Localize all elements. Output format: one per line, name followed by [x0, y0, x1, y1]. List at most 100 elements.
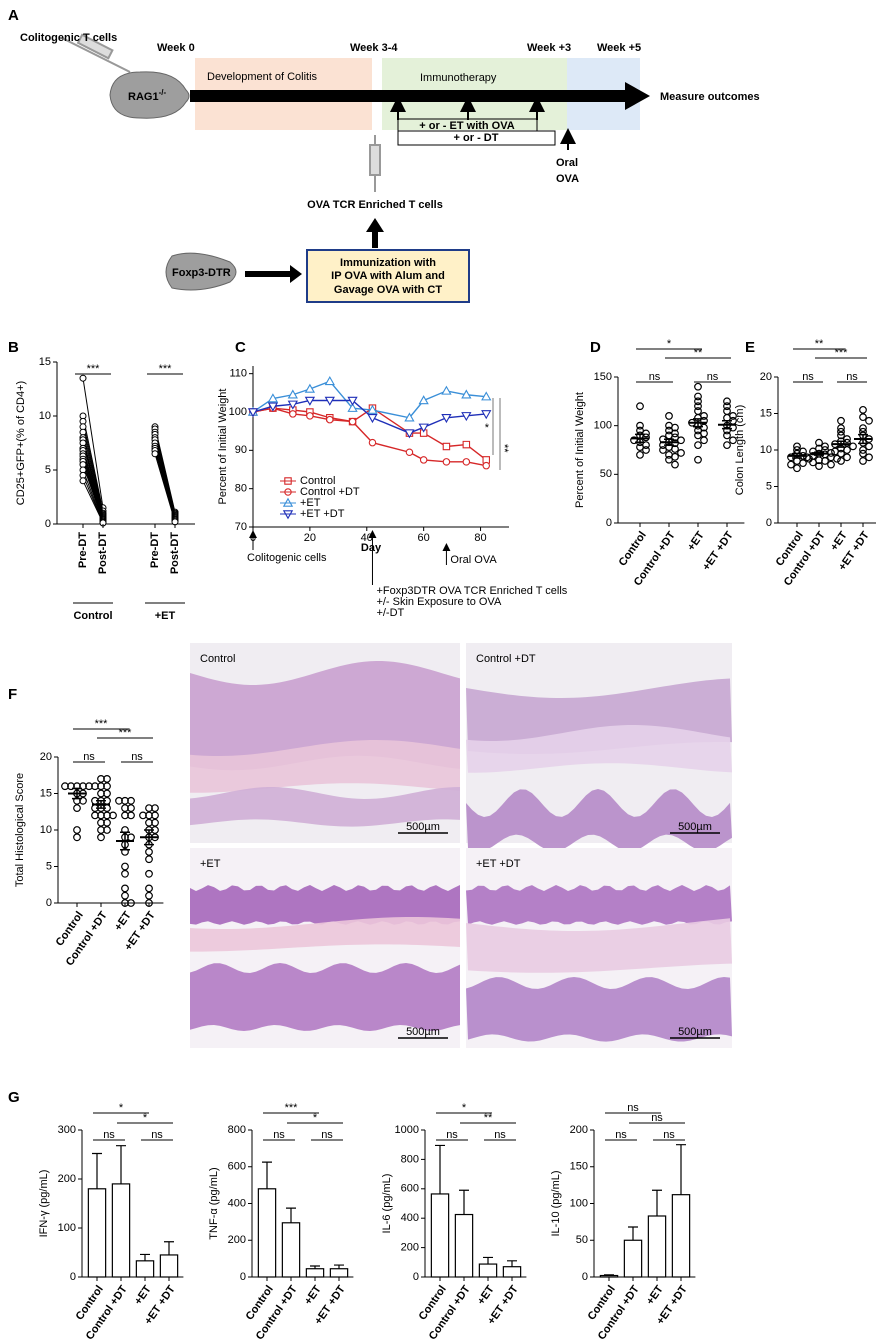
error-bar — [628, 1226, 638, 1241]
y-tick-label: 110 — [229, 368, 247, 380]
micrograph: +ET 500µm — [190, 848, 460, 1048]
marker — [462, 458, 471, 466]
y-axis-label: Percent of Initial Weight — [217, 389, 229, 505]
host-name: RAG1 — [128, 91, 159, 103]
data-point — [636, 450, 644, 459]
marker — [461, 389, 472, 399]
significance-label: *** — [285, 1102, 299, 1114]
annotation-text: +/- Skin Exposure to OVA — [376, 596, 501, 608]
rag-mouse — [109, 71, 190, 119]
marker — [367, 404, 378, 414]
significance-label: ns — [131, 751, 143, 763]
host-genotype: -/- — [159, 88, 167, 97]
marker — [442, 442, 451, 451]
micrograph-label: +ET — [200, 858, 221, 870]
immunization-box — [306, 249, 470, 303]
host-label: RAG1-/- — [128, 88, 166, 103]
marker — [326, 415, 334, 424]
therapy-arrows — [390, 96, 576, 150]
error-bar — [334, 1264, 344, 1269]
y-tick-label: 70 — [235, 521, 247, 533]
significance-label: ns — [446, 1129, 458, 1141]
marker — [404, 412, 415, 422]
data-point — [809, 458, 817, 467]
error-bar — [483, 1256, 493, 1265]
week-label: Week +5 — [597, 42, 641, 54]
significance-label: ns — [802, 371, 814, 383]
data-point — [837, 431, 845, 440]
marker — [441, 414, 452, 424]
marker — [405, 448, 414, 456]
x-axis-label: Day — [361, 542, 382, 554]
sem-bar — [96, 800, 106, 809]
data-point — [859, 413, 867, 422]
data-point — [793, 442, 801, 451]
x-tick-label: Post-DT — [169, 532, 181, 574]
y-tick-label: 10 — [40, 824, 52, 836]
data-point — [151, 818, 159, 827]
data-point — [837, 416, 845, 425]
y-tick-label: 10 — [760, 444, 772, 456]
annotation-text: Colitogenic cells — [247, 552, 327, 564]
data-point — [865, 453, 873, 462]
data-point — [843, 453, 851, 462]
data-point — [694, 407, 702, 415]
data-point — [859, 449, 867, 458]
enriched-label: OVA TCR Enriched T cells — [307, 199, 443, 211]
bar — [623, 1239, 643, 1278]
tissue-layer — [466, 725, 732, 773]
panel-label: E — [745, 339, 755, 356]
data-point — [837, 449, 845, 458]
y-tick-label: 400 — [228, 1197, 246, 1209]
y-tick-label: 20 — [40, 751, 52, 763]
marker — [287, 400, 298, 410]
bar — [87, 1188, 107, 1278]
data-point — [821, 457, 829, 465]
significance-label: ns — [707, 371, 719, 383]
treatment-label: + or - DT — [454, 132, 499, 144]
data-point — [636, 421, 644, 430]
x-tick-label: +ET — [828, 529, 850, 553]
sem-bar — [635, 433, 645, 443]
data-point — [127, 796, 135, 805]
panel-label: G — [8, 1089, 20, 1106]
dt-bracket — [397, 130, 556, 146]
data-point — [642, 446, 650, 454]
y-tick-label: 0 — [45, 518, 51, 530]
significance-label: ** — [694, 347, 703, 359]
data-point — [837, 457, 845, 465]
pair-line — [82, 378, 104, 508]
data-point — [723, 402, 731, 411]
data-point — [67, 782, 75, 791]
data-point — [677, 436, 685, 445]
bar — [430, 1193, 450, 1278]
marker — [442, 458, 451, 466]
week-label: Week +3 — [527, 42, 571, 54]
tissue-layer — [466, 918, 732, 973]
x-tick-label: +ET — [644, 1283, 666, 1307]
bar — [478, 1263, 498, 1278]
sem-bar — [120, 831, 130, 851]
sem-bar — [72, 787, 82, 800]
significance-label: ** — [498, 444, 510, 453]
y-axis-label: TNF-α (pg/mL) — [208, 1167, 220, 1239]
syringe — [369, 135, 381, 192]
data-point — [127, 804, 135, 812]
y-tick-label: 0 — [766, 517, 772, 529]
data-point — [79, 796, 87, 805]
marker — [418, 395, 429, 405]
marker — [347, 396, 358, 406]
y-tick-label: 0 — [240, 1271, 246, 1283]
data-point — [859, 405, 867, 414]
significance-label: ** — [484, 1112, 493, 1124]
y-tick-label: 5 — [45, 464, 51, 476]
data-point — [145, 869, 153, 878]
bar — [111, 1183, 131, 1278]
data-point — [659, 446, 667, 454]
y-axis-label: IL-6 (pg/mL) — [381, 1174, 393, 1234]
marker — [404, 429, 415, 439]
tissue-layer — [466, 885, 732, 925]
y-axis-label: IFN-γ (pg/mL) — [38, 1170, 50, 1238]
significance-label: * — [667, 338, 672, 350]
marker — [247, 408, 259, 418]
